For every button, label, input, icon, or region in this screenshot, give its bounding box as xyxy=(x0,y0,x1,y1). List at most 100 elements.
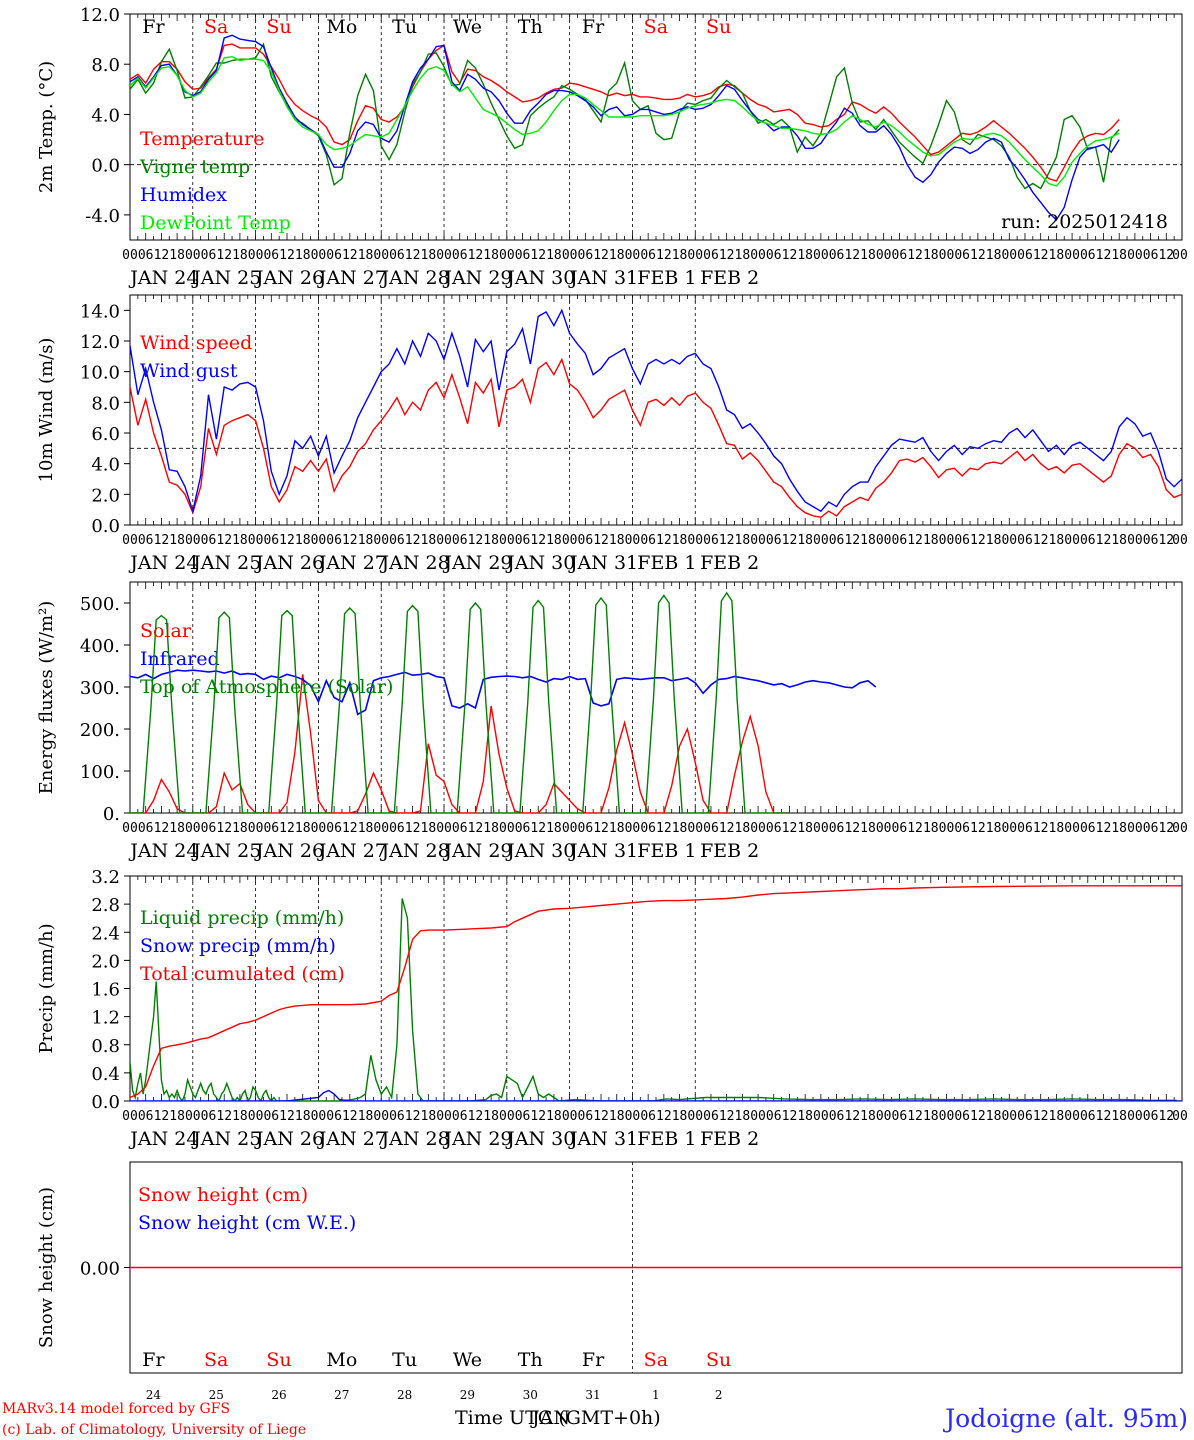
day-number-label: 28 xyxy=(397,1388,412,1402)
hour-label: 06 xyxy=(640,248,656,263)
hour-label: 12 xyxy=(468,821,484,836)
hour-label: 06 xyxy=(263,248,279,263)
hour-label: 06 xyxy=(640,821,656,836)
date-label: FEB 1 xyxy=(637,267,696,289)
hour-label: 18 xyxy=(295,248,311,263)
hour-label: 00 xyxy=(1127,533,1143,548)
hour-label: 00 xyxy=(1127,821,1143,836)
hour-label: 12 xyxy=(279,248,295,263)
hour-label: 18 xyxy=(797,248,813,263)
date-label: FEB 2 xyxy=(700,840,759,862)
hour-label: 00 xyxy=(687,1109,703,1124)
hour-label: 12 xyxy=(154,533,170,548)
weekday-label: We xyxy=(453,1349,482,1371)
weekday-label: Fr xyxy=(582,1349,605,1371)
date-label: FEB 2 xyxy=(700,267,759,289)
hour-label: 12 xyxy=(1158,821,1174,836)
hour-label: 12 xyxy=(907,821,923,836)
hour-label: 18 xyxy=(232,533,248,548)
date-label: FEB 2 xyxy=(700,552,759,574)
hour-label: 18 xyxy=(483,248,499,263)
hour-label: 00 xyxy=(1172,248,1188,263)
hour-label: 18 xyxy=(986,1109,1002,1124)
legend-entry: Snow height (cm) xyxy=(138,1184,308,1206)
hour-label: 00 xyxy=(625,821,641,836)
weekday-label: Tu xyxy=(392,1349,417,1371)
weekday-label: Mo xyxy=(326,1349,357,1371)
series-line-humidex xyxy=(130,34,1120,221)
hour-label: 12 xyxy=(1158,248,1174,263)
y-tick-label: 8.0 xyxy=(91,55,120,76)
hour-label: 12 xyxy=(656,533,672,548)
hour-label: 06 xyxy=(892,821,908,836)
date-label: JAN 29 xyxy=(442,552,512,574)
hour-label: 18 xyxy=(1111,1109,1127,1124)
hour-label: 06 xyxy=(1143,1109,1159,1124)
hour-label: 18 xyxy=(986,821,1002,836)
day-number-label: 24 xyxy=(146,1388,162,1402)
hour-label: 00 xyxy=(1001,248,1017,263)
hour-label: 06 xyxy=(515,248,531,263)
hour-label: 12 xyxy=(1158,533,1174,548)
hour-label: 06 xyxy=(138,821,154,836)
hour-label: 12 xyxy=(844,533,860,548)
hour-label: 06 xyxy=(326,248,342,263)
date-label: JAN 26 xyxy=(254,267,324,289)
hour-label: 00 xyxy=(373,821,389,836)
series-line-wind-gust xyxy=(130,308,1182,514)
hour-label: 06 xyxy=(1080,821,1096,836)
y-tick-label: 3.2 xyxy=(91,867,120,888)
weekday-label: Th xyxy=(518,16,543,38)
y-tick-label: 14.0 xyxy=(80,301,120,322)
hour-label: 06 xyxy=(1017,1109,1033,1124)
series-line-dewpoint-temp xyxy=(130,55,1120,187)
hour-label: 00 xyxy=(562,533,578,548)
hour-label: 12 xyxy=(970,1109,986,1124)
hour-label: 00 xyxy=(122,1109,138,1124)
hour-label: 00 xyxy=(687,821,703,836)
y-axis-label: Snow height (cm) xyxy=(36,1187,57,1348)
date-label: JAN 25 xyxy=(191,840,261,862)
hour-label: 18 xyxy=(169,248,185,263)
hour-label: 00 xyxy=(373,1109,389,1124)
hour-label: 00 xyxy=(750,533,766,548)
y-tick-label: 6.0 xyxy=(91,424,120,445)
legend-entry: Temperature xyxy=(140,128,264,150)
hour-label: 18 xyxy=(546,533,562,548)
series-line-wind-speed xyxy=(130,357,1182,519)
hour-label: 18 xyxy=(860,248,876,263)
hour-label: 06 xyxy=(263,533,279,548)
hour-label: 12 xyxy=(405,821,421,836)
hour-label: 18 xyxy=(169,1109,185,1124)
run-label: run: 2025012418 xyxy=(1001,211,1168,233)
y-tick-label: 2.0 xyxy=(91,951,120,972)
date-label: JAN 24 xyxy=(128,840,198,862)
series-line-temperature xyxy=(130,43,1120,182)
hour-label: 18 xyxy=(1049,1109,1065,1124)
hour-label: 00 xyxy=(625,533,641,548)
hour-label: 12 xyxy=(782,821,798,836)
hour-label: 00 xyxy=(185,821,201,836)
hour-label: 18 xyxy=(1049,821,1065,836)
hour-label: 00 xyxy=(373,533,389,548)
hour-label: 00 xyxy=(499,248,515,263)
hour-label: 12 xyxy=(216,1109,232,1124)
legend-entry: DewPoint Temp xyxy=(140,212,291,234)
date-label: JAN 26 xyxy=(254,552,324,574)
hour-label: 06 xyxy=(954,1109,970,1124)
hour-label: 12 xyxy=(593,821,609,836)
hour-label: 06 xyxy=(201,1109,217,1124)
hour-label: 18 xyxy=(232,1109,248,1124)
legend-entry: Total cumulated (cm) xyxy=(140,963,345,985)
hour-label: 06 xyxy=(829,821,845,836)
weekday-label: Sa xyxy=(204,1349,228,1371)
hour-label: 12 xyxy=(468,533,484,548)
hour-label: 06 xyxy=(1143,248,1159,263)
hour-label: 12 xyxy=(1033,1109,1049,1124)
hour-label: 00 xyxy=(562,821,578,836)
hour-label: 00 xyxy=(750,1109,766,1124)
hour-label: 06 xyxy=(703,821,719,836)
hour-label: 18 xyxy=(546,821,562,836)
hour-label: 12 xyxy=(970,821,986,836)
hour-label: 12 xyxy=(468,248,484,263)
